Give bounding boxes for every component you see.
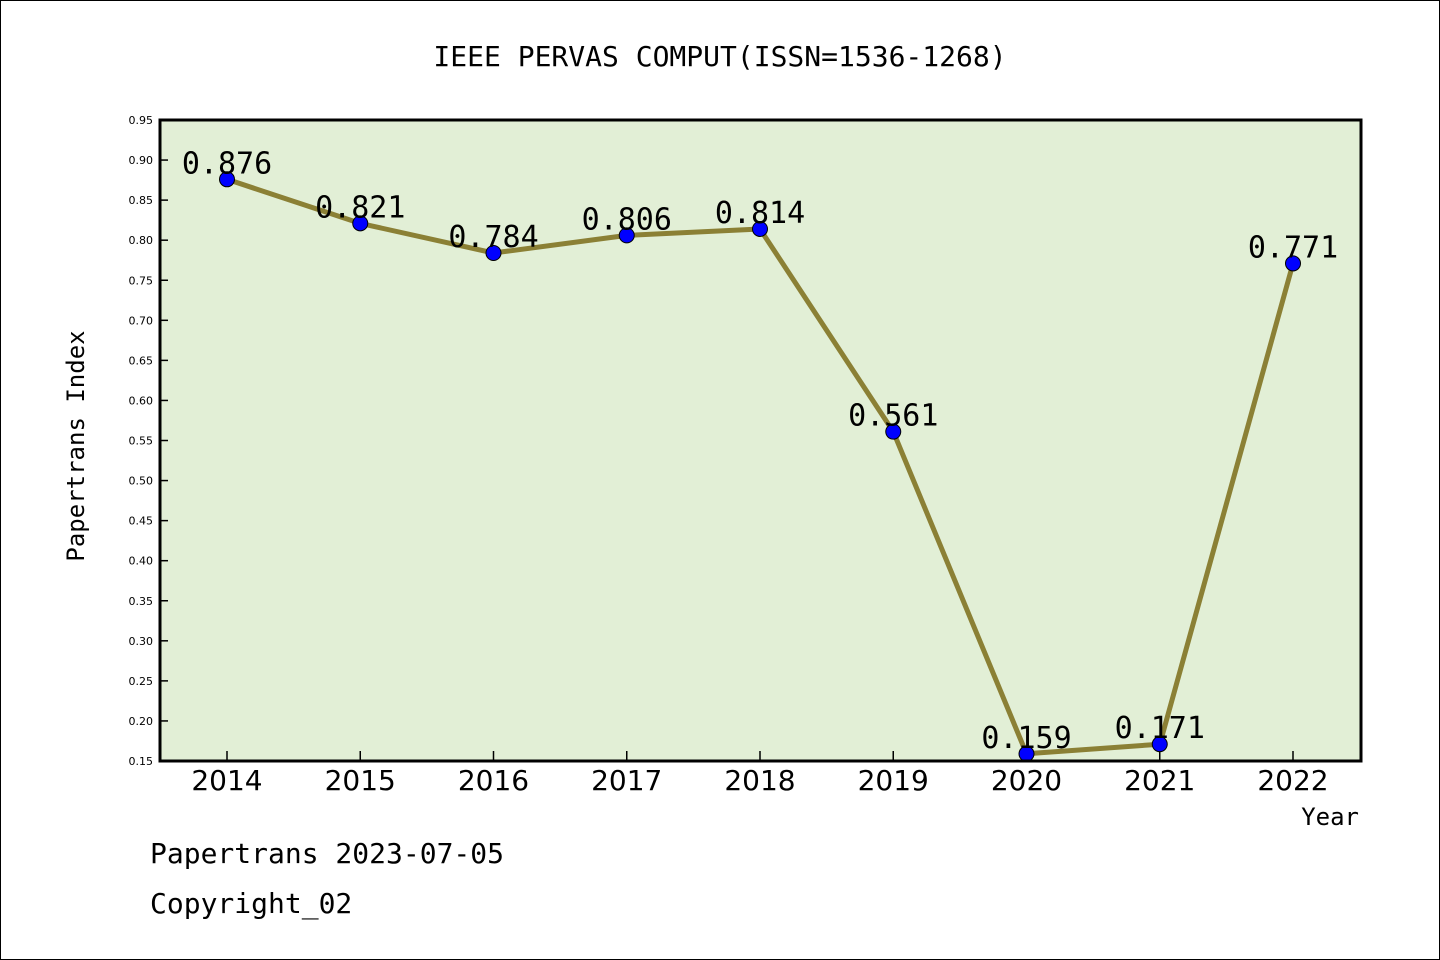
data-point-marker: [1151, 736, 1168, 753]
x-axis: 2014 2015 2016 2017 2018 2019 2020 2021 2022: [191, 751, 1329, 797]
y-tick-label: 0.30: [129, 635, 154, 648]
data-label: 0.171: [1115, 711, 1205, 746]
data-point-marker: [752, 220, 768, 237]
x-tick-label: 2018: [724, 764, 795, 797]
x-tick-label: 2021: [1124, 764, 1195, 797]
data-label: 0.784: [448, 220, 538, 255]
data-point-marker: [618, 227, 635, 244]
y-tick-label: 0.65: [129, 354, 154, 367]
chart-title: IEEE PERVAS COMPUT(ISSN=1536-1268): [433, 40, 1006, 73]
data-point-marker: [885, 423, 902, 440]
x-tick-label: 2015: [325, 764, 396, 797]
y-tick-label: 0.40: [129, 555, 154, 568]
y-tick-label: 0.70: [129, 314, 154, 327]
data-label: 0.821: [315, 190, 405, 225]
y-tick-label: 0.55: [129, 435, 154, 448]
y-tick-label: 0.75: [129, 274, 154, 287]
data-label: 0.876: [182, 146, 272, 181]
data-label: 0.814: [715, 196, 805, 231]
y-tick-label: 0.85: [129, 194, 154, 207]
x-tick-label: 2016: [458, 764, 529, 797]
x-tick-label: 2022: [1257, 764, 1328, 797]
y-tick-label: 0.80: [129, 234, 154, 247]
x-tick-label: 2017: [591, 764, 662, 797]
y-axis-label: Papertrans Index: [62, 330, 90, 561]
footer-copyright: Copyright_02: [150, 887, 352, 921]
x-tick-label: 2020: [991, 764, 1062, 797]
data-label: 0.159: [981, 721, 1071, 756]
y-tick-label: 0.15: [129, 755, 154, 768]
data-label: 0.561: [848, 399, 938, 434]
data-label: 0.806: [582, 202, 672, 237]
y-tick-label: 0.95: [129, 114, 154, 127]
data-point-marker: [352, 215, 369, 232]
data-label: 0.771: [1248, 230, 1338, 265]
y-tick-label: 0.35: [129, 595, 154, 608]
x-tick-label: 2019: [858, 764, 929, 797]
x-tick-label: 2014: [191, 764, 262, 797]
data-point-marker: [219, 171, 235, 188]
y-tick-label: 0.60: [129, 394, 154, 407]
plot-border: [158, 118, 1363, 763]
y-tick-label: 0.45: [129, 515, 154, 528]
y-tick-label: 0.90: [129, 154, 154, 167]
series-markers: [219, 171, 1301, 762]
data-point-marker: [485, 245, 502, 262]
data-labels: 0.876 0.821 0.784 0.806 0.814 0.561 0.159 0.171…: [182, 146, 1338, 755]
y-tick-label: 0.25: [129, 675, 154, 688]
y-axis: 0.15 0.20 0.25 0.30 0.35 0.40 0.45 0.50 0.55 0.60…: [129, 114, 168, 768]
y-tick-label: 0.20: [129, 715, 154, 728]
footer-date: Papertrans 2023-07-05: [150, 837, 504, 870]
y-tick-label: 0.50: [129, 475, 154, 488]
x-axis-label: Year: [1301, 803, 1359, 831]
data-point-marker: [1285, 255, 1301, 272]
